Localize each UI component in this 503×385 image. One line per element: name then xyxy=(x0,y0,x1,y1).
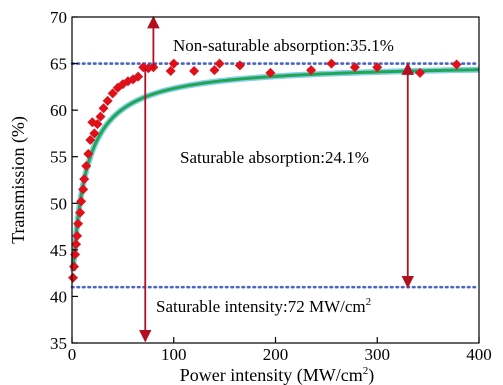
x-axis-label-sup: 2 xyxy=(363,365,369,377)
data-point-24 xyxy=(133,71,144,82)
data-point-29 xyxy=(168,58,179,69)
x-axis-ticks: 0 100 200 300 400 xyxy=(68,337,492,364)
data-point-9 xyxy=(79,174,90,185)
data-point-11 xyxy=(83,148,94,159)
x-tick-label-100: 100 xyxy=(161,345,187,364)
non-saturable-label: Non-saturable absorption:35.1% xyxy=(173,36,394,55)
reference-lines xyxy=(70,62,481,289)
y-axis-label: Transmission (%) xyxy=(8,116,29,244)
data-point-37 xyxy=(349,62,360,73)
data-point-10 xyxy=(81,161,92,172)
y-tick-label-35: 35 xyxy=(50,334,67,353)
x-tick-label-300: 300 xyxy=(365,345,391,364)
data-point-16 xyxy=(95,111,106,122)
data-point-14 xyxy=(89,128,100,139)
y-tick-label-45: 45 xyxy=(50,241,67,260)
y-axis-ticks: 35 40 45 50 55 60 65 70 xyxy=(50,8,78,353)
x-axis-label-text: Power intensity (MW/cm xyxy=(180,365,363,385)
y-tick-label-65: 65 xyxy=(50,55,67,74)
x-axis-label-tail: ) xyxy=(368,365,374,385)
y-tick-label-55: 55 xyxy=(50,148,67,167)
data-point-28 xyxy=(165,66,176,77)
x-tick-label-400: 400 xyxy=(466,345,492,364)
y-tick-label-70: 70 xyxy=(50,8,67,27)
data-point-17 xyxy=(98,103,109,114)
data-point-35 xyxy=(306,65,317,76)
x-tick-label-200: 200 xyxy=(263,345,289,364)
plot-frame xyxy=(71,16,480,344)
fit-curve-group xyxy=(70,66,480,272)
y-tick-label-60: 60 xyxy=(50,101,67,120)
data-point-5 xyxy=(73,218,84,229)
data-point-31 xyxy=(209,65,220,76)
data-point-4 xyxy=(72,230,83,241)
data-point-36 xyxy=(326,58,337,69)
data-point-39 xyxy=(414,67,425,78)
data-point-33 xyxy=(234,60,245,71)
data-point-30 xyxy=(189,66,200,77)
data-point-12 xyxy=(85,134,96,145)
data-point-40 xyxy=(451,59,462,70)
data-point-7 xyxy=(76,196,87,207)
y-tick-label-40: 40 xyxy=(50,287,67,306)
x-tick-label-0: 0 xyxy=(68,345,77,364)
annotation-arrows xyxy=(138,15,415,343)
data-point-15 xyxy=(92,119,103,130)
saturable-label: Saturable absorption:24.1% xyxy=(180,148,369,167)
fit-curve-glow xyxy=(70,66,480,272)
data-point-0 xyxy=(68,272,79,283)
data-points xyxy=(68,58,462,283)
data-point-8 xyxy=(78,184,89,195)
data-point-38 xyxy=(372,62,383,73)
data-point-6 xyxy=(75,207,86,218)
data-point-32 xyxy=(214,58,225,69)
saturable-intensity-label: Saturable intensity:72 MW/cm2 xyxy=(156,296,371,316)
saturable-intensity-text: Saturable intensity:72 MW/cm xyxy=(156,297,366,316)
data-point-19 xyxy=(107,88,118,99)
data-point-18 xyxy=(102,95,113,106)
y-tick-label-50: 50 xyxy=(50,194,67,213)
data-point-34 xyxy=(265,67,276,78)
data-point-3 xyxy=(71,239,82,250)
x-axis-label: Power intensity (MW/cm2) xyxy=(180,365,374,385)
saturable-intensity-sup: 2 xyxy=(366,296,372,308)
